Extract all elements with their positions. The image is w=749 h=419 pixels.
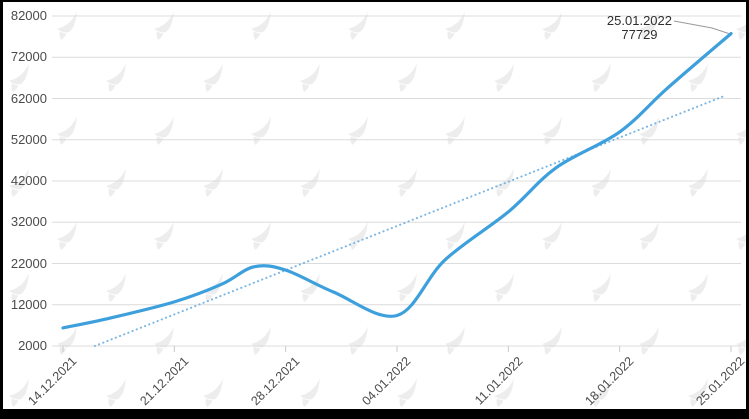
y-axis-label: 12000	[10, 296, 47, 312]
chart-stage: 82000 72000 62000 52000 42000 32000 22000 12000…	[3, 2, 746, 409]
y-axis-label: 52000	[10, 131, 47, 147]
y-axis-label: 82000	[10, 8, 47, 23]
annotation-connector-line	[673, 20, 730, 35]
last-point-annotation: 25.01.2022 77729	[607, 14, 672, 42]
y-axis-label: 22000	[10, 255, 47, 271]
x-axis-ticks	[62, 346, 732, 352]
price-line	[61, 32, 733, 330]
annotation-value: 77729	[621, 27, 658, 42]
trend-line	[93, 94, 728, 347]
y-axis-label: 62000	[10, 90, 47, 106]
forklog-logo-icon	[3, 2, 746, 407]
y-axis-label: 2000	[18, 338, 47, 353]
chart-canvas: 82000 72000 62000 52000 42000 32000 22000 12000…	[3, 2, 746, 409]
line-chart-plot	[3, 2, 746, 407]
y-axis-label: 72000	[10, 49, 47, 65]
watermark-layer	[3, 2, 746, 407]
y-axis-label: 42000	[10, 173, 47, 188]
annotation-date: 25.01.2022	[606, 13, 672, 28]
y-axis-label: 32000	[10, 214, 47, 230]
